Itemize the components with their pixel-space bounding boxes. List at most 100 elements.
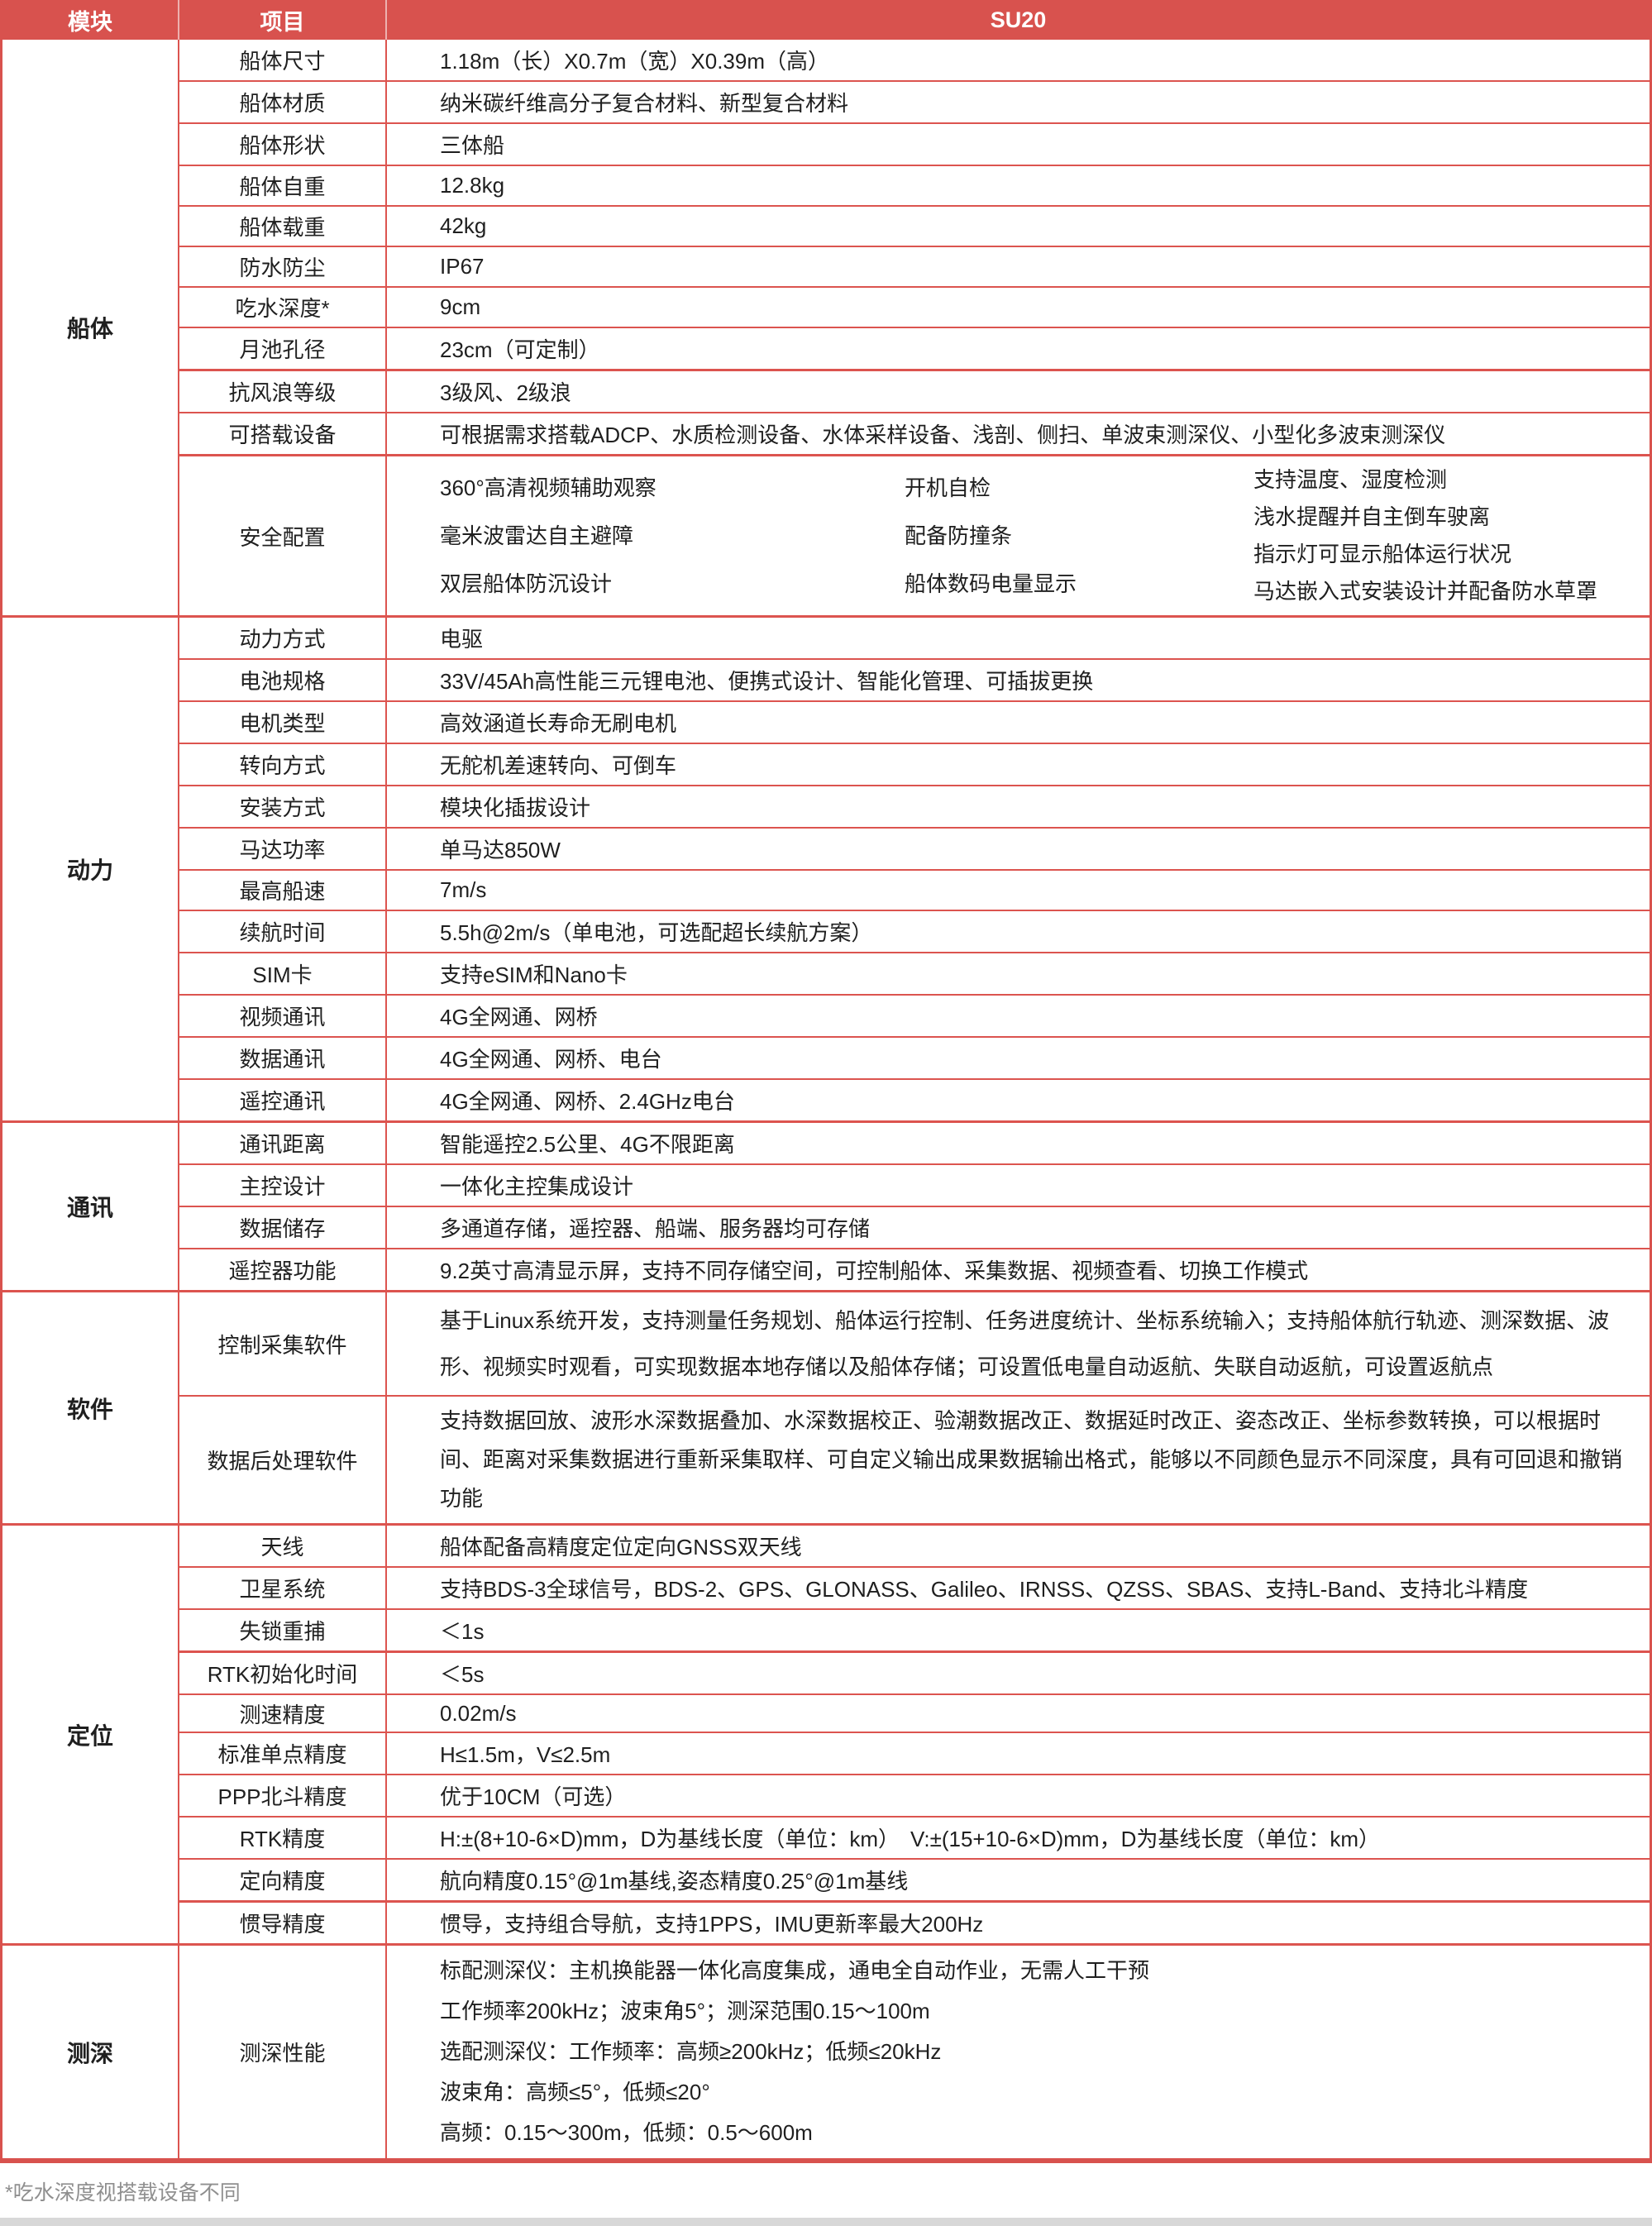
value-cell: 33V/45Ah高性能三元锂电池、便携式设计、智能化管理、可插拔更换 <box>440 669 1094 694</box>
value-cell-sounding: 标配测深仪：主机换能器一体化高度集成，通电全自动作业，无需人工干预 工作频率20… <box>387 1946 1650 2158</box>
table-row: 天线 船体配备高精度定位定向GNSS双天线 <box>179 1526 1650 1568</box>
item-cell: 卫星系统 <box>179 1568 387 1608</box>
item-cell: 数据后处理软件 <box>179 1397 387 1523</box>
safety-line: 指示灯可显示船体运行状况 <box>1253 542 1512 566</box>
table-header-row: 模块 项目 SU20 <box>2 0 1650 40</box>
table-row: PPP北斗精度 优于10CM（可选） <box>179 1775 1650 1818</box>
item-cell: 数据储存 <box>179 1207 387 1248</box>
item-cell: 天线 <box>179 1526 387 1566</box>
table-row: 遥控器功能 9.2英寸高清显示屏，支持不同存储空间，可控制船体、采集数据、视频查看… <box>179 1249 1650 1290</box>
table-row: 船体自重 12.8kg <box>179 166 1650 207</box>
table-row: 主控设计 一体化主控集成设计 <box>179 1165 1650 1207</box>
value-cell: 支持BDS-3全球信号，BDS-2、GPS、GLONASS、Galileo、IR… <box>440 1577 1529 1602</box>
item-cell: 失锁重捕 <box>179 1610 387 1650</box>
table-row: 电机类型 高效涵道长寿命无刷电机 <box>179 702 1650 744</box>
table-row: 电池规格 33V/45Ah高性能三元锂电池、便携式设计、智能化管理、可插拔更换 <box>179 660 1650 702</box>
value-cell: 9cm <box>440 294 481 319</box>
safety-col-1: 360°高清视频辅助观察 毫米波雷达自主避障 双层船体防沉设计 <box>440 464 905 608</box>
table-row: 月池孔径 23cm（可定制） <box>179 328 1650 371</box>
item-cell: 动力方式 <box>179 618 387 658</box>
table-row: RTK精度 H:±(8+10-6×D)mm，D为基线长度（单位：km） V:±(1… <box>179 1818 1650 1860</box>
item-cell: 转向方式 <box>179 744 387 785</box>
sounding-line: 选配测深仪：工作频率：高频≥200kHz；低频≤20kHz <box>440 2039 942 2064</box>
safety-line: 支持温度、湿度检测 <box>1253 467 1448 492</box>
section-power: 动力 动力方式 电驱 电池规格 33V/45Ah高性能三元锂电池、便携式设计、智能化… <box>2 618 1650 1123</box>
value-cell: 惯导，支持组合导航，支持1PPS，IMU更新率最大200Hz <box>440 1912 984 1937</box>
value-cell: 9.2英寸高清显示屏，支持不同存储空间，可控制船体、采集数据、视频查看、切换工作… <box>440 1259 1309 1283</box>
item-cell: 视频通讯 <box>179 996 387 1036</box>
safety-line: 开机自检 <box>905 475 991 500</box>
table-row: 可搭载设备 可根据需求搭载ADCP、水质检测设备、水体采样设备、浅剖、侧扫、单波束… <box>179 413 1650 456</box>
table-row: 数据通讯 4G全网通、网桥、电台 <box>179 1038 1650 1080</box>
module-label-software: 软件 <box>2 1292 179 1523</box>
item-cell: 定向精度 <box>179 1860 387 1900</box>
section-comms: 通讯 通讯距离 智能遥控2.5公里、4G不限距离 主控设计 一体化主控集成设计 数据… <box>2 1123 1650 1292</box>
table-row: 吃水深度* 9cm <box>179 288 1650 328</box>
item-cell: 防水防尘 <box>179 247 387 286</box>
table-row: 定向精度 航向精度0.15°@1m基线,姿态精度0.25°@1m基线 <box>179 1860 1650 1903</box>
value-cell: 基于Linux系统开发，支持测量任务规划、船体运行控制、任务进度统计、坐标系统输… <box>440 1308 1610 1379</box>
table-row: 船体形状 三体船 <box>179 124 1650 166</box>
value-cell: 0.02m/s <box>440 1700 517 1726</box>
value-cell: 智能遥控2.5公里、4G不限距离 <box>440 1132 735 1157</box>
module-label-hull: 船体 <box>2 40 179 615</box>
table-row: 失锁重捕 ＜1s <box>179 1610 1650 1653</box>
item-cell: 标准单点精度 <box>179 1733 387 1774</box>
safety-line: 浅水提醒并自主倒车驶离 <box>1253 504 1491 529</box>
item-cell: 遥控器功能 <box>179 1249 387 1290</box>
value-cell: H≤1.5m，V≤2.5m <box>440 1742 611 1767</box>
value-cell: 单马达850W <box>440 838 561 862</box>
table-row: 控制采集软件 基于Linux系统开发，支持测量任务规划、船体运行控制、任务进度统计… <box>179 1292 1650 1397</box>
value-cell: 优于10CM（可选） <box>440 1784 627 1809</box>
spec-table: 模块 项目 SU20 船体 船体尺寸 1.18m（长）X0.7m（宽）X0.39m… <box>0 0 1652 2163</box>
item-cell: 电池规格 <box>179 660 387 700</box>
value-cell: ＜1s <box>440 1619 485 1644</box>
value-cell: IP67 <box>440 254 485 279</box>
module-label-power: 动力 <box>2 618 179 1120</box>
item-cell: 月池孔径 <box>179 328 387 369</box>
value-cell: 支持数据回放、波形水深数据叠加、水深数据校正、验潮数据改正、数据延时改正、姿态改… <box>440 1408 1623 1511</box>
value-cell: ＜5s <box>440 1662 485 1687</box>
value-cell: 一体化主控集成设计 <box>440 1174 634 1199</box>
safety-line: 配备防撞条 <box>905 523 1013 548</box>
value-cell: 3级风、2级浪 <box>440 380 571 405</box>
safety-col-3: 支持温度、湿度检测 浅水提醒并自主倒车驶离 指示灯可显示船体运行状况 马达嵌入式… <box>1253 461 1625 610</box>
item-cell: 安装方式 <box>179 786 387 827</box>
value-cell: 4G全网通、网桥 <box>440 1005 598 1029</box>
item-cell: 船体自重 <box>179 166 387 205</box>
value-cell: 船体配备高精度定位定向GNSS双天线 <box>440 1535 802 1560</box>
software-rows: 控制采集软件 基于Linux系统开发，支持测量任务规划、船体运行控制、任务进度统计… <box>179 1292 1650 1523</box>
table-row: SIM卡 支持eSIM和Nano卡 <box>179 953 1650 996</box>
safety-line: 毫米波雷达自主避障 <box>440 523 634 548</box>
item-cell: 抗风浪等级 <box>179 371 387 412</box>
table-row: 船体尺寸 1.18m（长）X0.7m（宽）X0.39m（高） <box>179 40 1650 82</box>
value-cell: 纳米碳纤维高分子复合材料、新型复合材料 <box>440 91 849 116</box>
table-row: 船体材质 纳米碳纤维高分子复合材料、新型复合材料 <box>179 82 1650 124</box>
table-row: 数据储存 多通道存储，遥控器、船端、服务器均可存储 <box>179 1207 1650 1249</box>
sounding-line: 工作频率200kHz；波束角5°；测深范围0.15～100m <box>440 1999 930 2023</box>
item-cell: 电机类型 <box>179 702 387 743</box>
value-cell: 7m/s <box>440 877 487 902</box>
safety-col-2: 开机自检 配备防撞条 船体数码电量显示 <box>905 464 1253 608</box>
value-cell: 12.8kg <box>440 173 505 198</box>
value-cell: H:±(8+10-6×D)mm，D为基线长度（单位：km） V:±(15+10-… <box>440 1827 1381 1851</box>
table-row: 转向方式 无舵机差速转向、可倒车 <box>179 744 1650 786</box>
item-cell: RTK精度 <box>179 1818 387 1858</box>
module-label-positioning: 定位 <box>2 1526 179 1943</box>
table-row: 测速精度 0.02m/s <box>179 1695 1650 1733</box>
table-row: 通讯距离 智能遥控2.5公里、4G不限距离 <box>179 1123 1650 1165</box>
item-cell: 安全配置 <box>179 456 387 615</box>
item-cell: 吃水深度* <box>179 288 387 327</box>
table-row: 惯导精度 惯导，支持组合导航，支持1PPS，IMU更新率最大200Hz <box>179 1903 1650 1943</box>
item-cell: 惯导精度 <box>179 1903 387 1943</box>
table-row: 标准单点精度 H≤1.5m，V≤2.5m <box>179 1733 1650 1775</box>
safety-line: 船体数码电量显示 <box>905 571 1077 596</box>
item-cell: SIM卡 <box>179 953 387 994</box>
sounding-rows: 测深性能 标配测深仪：主机换能器一体化高度集成，通电全自动作业，无需人工干预 工… <box>179 1946 1650 2158</box>
item-cell: 遥控通讯 <box>179 1080 387 1120</box>
value-cell: 5.5h@2m/s（单电池，可选配超长续航方案） <box>440 920 873 945</box>
item-cell: 测深性能 <box>179 1946 387 2158</box>
item-cell: 续航时间 <box>179 911 387 952</box>
item-cell: 控制采集软件 <box>179 1292 387 1395</box>
value-cell: 多通道存储，遥控器、船端、服务器均可存储 <box>440 1216 871 1241</box>
